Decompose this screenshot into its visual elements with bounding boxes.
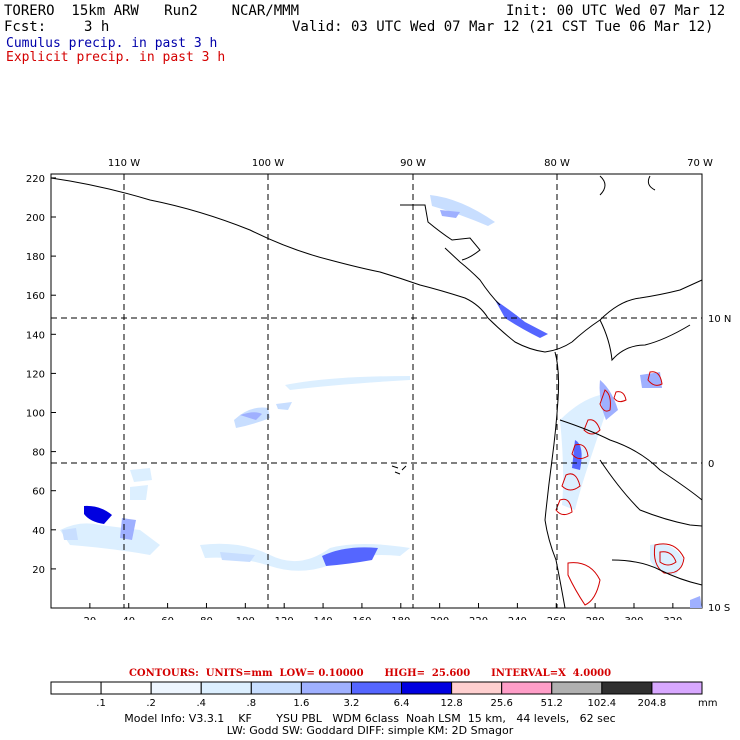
colorbar-level-label: 102.4: [588, 698, 617, 709]
forecast-label: Fcst:: [4, 19, 47, 35]
lat-label: 10 S: [708, 603, 730, 614]
colorbar-level-label: 51.2: [541, 698, 563, 709]
explicit-precip-contours: [555, 371, 685, 606]
y-tick-label: 160: [26, 291, 45, 302]
colorbar-level-label: 204.8: [638, 698, 667, 709]
lon-label: 80 W: [544, 158, 570, 169]
x-tick-label: 180: [391, 616, 410, 620]
y-tick-label: 60: [32, 487, 45, 498]
x-tick-label: 320: [663, 616, 682, 620]
colorbar-level-label: 1.6: [293, 698, 309, 709]
colorbar-swatch: [451, 681, 503, 695]
colorbar-swatch: [551, 681, 603, 695]
cumulus-legend: Cumulus precip. in past 3 h: [6, 36, 218, 51]
colorbar-swatch: [501, 681, 553, 695]
colorbar-level-label: 3.2: [344, 698, 360, 709]
y-tick-label: 120: [26, 369, 45, 380]
colorbar-swatch: [50, 681, 102, 695]
y-tick-label: 80: [32, 448, 45, 459]
y-axis-ticks: 20 40 60 80 100 120 140 160 180 200 220: [26, 174, 56, 576]
colorbar: .1.2.4.8 1.6 3.2 6.4 12.8 25.6 51.2 102.4 204.8 …: [50, 681, 717, 709]
y-tick-label: 220: [26, 174, 45, 185]
y-tick-label: 20: [32, 565, 45, 576]
lat-label: 10 N: [708, 314, 731, 325]
colorbar-swatch: [401, 681, 453, 695]
lon-label: 110 W: [108, 158, 140, 169]
x-tick-label: 160: [352, 616, 371, 620]
x-tick-label: 220: [469, 616, 488, 620]
colorbar-level-label: .2: [146, 698, 156, 709]
coastlines: [50, 175, 703, 609]
model-info-line1: Model Info: V3.3.1 KF YSU PBL WDM 6class…: [124, 712, 616, 725]
lon-label: 90 W: [400, 158, 426, 169]
x-tick-label: 200: [430, 616, 449, 620]
x-tick-label: 100: [236, 616, 255, 620]
x-tick-label: 60: [161, 616, 174, 620]
colorbar-swatch: [300, 681, 352, 695]
model-info-line2: LW: Godd SW: Goddard DIFF: simple KM: 2D…: [226, 724, 514, 737]
init-time: Init: 00 UTC Wed 07 Mar 12: [506, 3, 726, 19]
x-tick-label: 40: [122, 616, 135, 620]
y-tick-label: 100: [26, 409, 45, 420]
explicit-legend: Explicit precip. in past 3 h: [6, 50, 226, 65]
colorbar-level-label: 6.4: [394, 698, 410, 709]
colorbar-title: CONTOURS: UNITS=mm LOW= 0.10000 HIGH= 25…: [128, 668, 612, 679]
colorbar-level-label: 12.8: [440, 698, 462, 709]
colorbar-swatch: [200, 681, 252, 695]
valid-time: Valid: 03 UTC Wed 07 Mar 12 (21 CST Tue …: [292, 19, 714, 35]
map-frame: [50, 173, 703, 609]
colorbar-swatch: [651, 681, 703, 695]
colorbar-level-label: .4: [196, 698, 206, 709]
y-tick-label: 200: [26, 213, 45, 224]
y-tick-label: 40: [32, 526, 45, 537]
colorbar-swatch: [150, 681, 202, 695]
x-tick-label: 280: [586, 616, 605, 620]
precip-map: 110 W 100 W 90 W 80 W 70 W 10 N 0 10 S 2…: [26, 158, 731, 620]
x-tick-label: 120: [275, 616, 294, 620]
colorbar-level-label: .8: [247, 698, 257, 709]
colorbar-units: mm: [698, 698, 717, 709]
x-tick-label: 300: [624, 616, 643, 620]
lat-label: 0: [708, 459, 714, 470]
x-tick-label: 20: [83, 616, 96, 620]
colorbar-level-label: 25.6: [491, 698, 513, 709]
graticule: [51, 174, 702, 608]
y-tick-label: 140: [26, 330, 45, 341]
colorbar-level-label: .1: [96, 698, 106, 709]
colorbar-swatch: [100, 681, 152, 695]
lon-label: 100 W: [252, 158, 284, 169]
y-tick-label: 180: [26, 252, 45, 263]
x-tick-label: 260: [547, 616, 566, 620]
x-tick-label: 80: [200, 616, 213, 620]
model-title: TORERO 15km ARW Run2 NCAR/MMM: [4, 3, 300, 19]
cumulus-precip-areas: [60, 195, 702, 608]
lon-label: 70 W: [687, 158, 713, 169]
x-axis-ticks: 20 40 60 80 100 120 140 160 180 200 220 240 260 280 30…: [83, 603, 682, 620]
colorbar-swatch: [601, 681, 653, 695]
colorbar-swatch: [350, 681, 403, 695]
colorbar-swatch: [250, 681, 302, 695]
x-tick-label: 140: [314, 616, 333, 620]
forecast-hours: 3 h: [84, 19, 110, 35]
x-tick-label: 240: [508, 616, 527, 620]
